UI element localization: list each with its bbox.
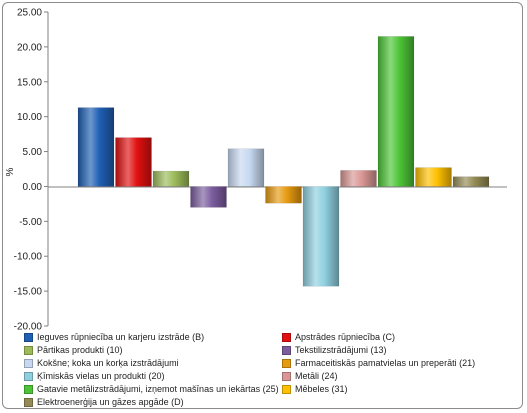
bar-1	[77, 107, 115, 187]
y-tick-label: 0.00	[23, 182, 43, 193]
legend-swatch	[24, 333, 33, 342]
legend-swatch	[282, 333, 291, 342]
y-tick-label: -20.00	[14, 322, 43, 333]
bar-5	[227, 148, 265, 187]
bar-8	[340, 170, 377, 187]
legend-item: Apstrādes rūpniecība (C)	[282, 332, 519, 343]
y-tick-label: 5.00	[23, 147, 43, 158]
legend-item: Kokšne; koka un korķa izstrādājumi	[24, 358, 282, 369]
legend-swatch	[282, 359, 291, 368]
legend-item: Ieguves rūpniecība un karjeru izstrāde (…	[24, 332, 282, 343]
legend-label: Apstrādes rūpniecība (C)	[295, 332, 396, 342]
legend-label: Gatavie metālizstrādājumi, izņemot mašīn…	[37, 384, 279, 394]
y-tick-label: -5.00	[19, 217, 42, 228]
legend-item: Mēbeles (31)	[282, 384, 519, 395]
y-tick-label: 15.00	[17, 77, 42, 88]
bar-2	[115, 137, 152, 187]
y-axis-label: %	[5, 167, 16, 176]
bar-10	[415, 167, 452, 187]
bar-7	[302, 186, 340, 287]
legend-label: Metāli (24)	[295, 371, 338, 381]
bar-3	[152, 170, 190, 187]
legend-label: Farmaceitiskās pamatvielas un preperāti …	[295, 358, 476, 368]
bar-11	[452, 176, 490, 187]
legend-swatch	[24, 346, 33, 355]
legend-swatch	[24, 372, 33, 381]
y-ticks: 25.00 20.00 15.00 10.00 5.00 0.00 -5.00 -10.00 -…	[14, 8, 48, 333]
legend-swatch	[282, 372, 291, 381]
y-tick-label: 10.00	[17, 112, 42, 123]
legend-label: Ķīmiskās vielas un produkti (20)	[37, 371, 165, 381]
legend-label: Pārtikas produkti (10)	[37, 345, 123, 355]
legend-label: Mēbeles (31)	[295, 384, 348, 394]
y-tick-label: 25.00	[17, 8, 42, 19]
legend-swatch	[24, 385, 33, 394]
legend-swatch	[24, 398, 33, 407]
y-tick-label: -15.00	[14, 287, 43, 298]
bar-9	[377, 36, 415, 187]
legend-swatch	[282, 346, 291, 355]
bar-4	[190, 186, 227, 208]
y-tick-label: -10.00	[14, 252, 43, 263]
chart-frame	[2, 2, 523, 409]
legend-item: Elektroenerģija un gāzes apgāde (D)	[24, 397, 282, 408]
legend-item: Pārtikas produkti (10)	[24, 345, 282, 356]
legend-swatch	[24, 359, 33, 368]
legend-swatch	[282, 385, 291, 394]
legend-label: Elektroenerģija un gāzes apgāde (D)	[37, 397, 184, 407]
bars	[77, 36, 490, 287]
y-tick-label: 20.00	[17, 42, 42, 53]
bar-6	[265, 186, 302, 204]
legend-label: Ieguves rūpniecība un karjeru izstrāde (…	[37, 332, 205, 342]
legend-item: Tekstilizstrādājumi (13)	[282, 345, 519, 356]
legend-label: Tekstilizstrādājumi (13)	[295, 345, 387, 355]
legend-item: Gatavie metālizstrādājumi, izņemot mašīn…	[24, 384, 282, 395]
legend-label: Kokšne; koka un korķa izstrādājumi	[37, 358, 179, 368]
legend-item: Farmaceitiskās pamatvielas un preperāti …	[282, 358, 519, 369]
legend: Ieguves rūpniecība un karjeru izstrāde (…	[24, 332, 519, 408]
legend-item: Ķīmiskās vielas un produkti (20)	[24, 371, 282, 382]
legend-item: Metāli (24)	[282, 371, 519, 382]
